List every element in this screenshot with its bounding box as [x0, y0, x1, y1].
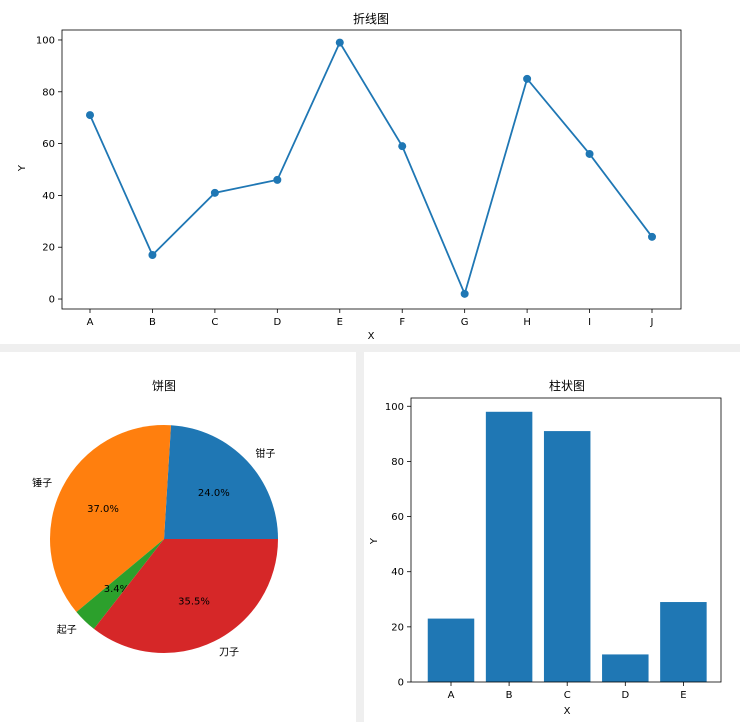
- line-chart-xlabel: X: [368, 331, 375, 342]
- line-chart-frame: [61, 29, 682, 310]
- bar-chart-xtick-label: A: [448, 690, 455, 701]
- bar-chart-panel: 柱状图 X Y 0 20 40 60 80 100 A B C D E: [364, 352, 740, 722]
- bar: [543, 431, 591, 682]
- line-chart-point: [523, 74, 532, 83]
- pie-slice-label: 刀子: [219, 647, 239, 659]
- bar-chart-xlabel: X: [564, 706, 571, 717]
- line-chart-xtick-label: H: [523, 317, 531, 328]
- pie-slice-label: 起子: [57, 624, 77, 636]
- bar-chart-ytick-label: 20: [391, 622, 404, 633]
- pie-slice: [50, 425, 171, 613]
- bar: [660, 602, 707, 682]
- line-chart-xtick-label: G: [461, 317, 469, 328]
- line-chart-point: [460, 289, 469, 298]
- bar: [427, 618, 475, 682]
- line-chart-xtick-label: A: [87, 317, 94, 328]
- line-chart-xtick-label: B: [149, 317, 156, 328]
- line-chart-ytick-label: 20: [42, 243, 55, 254]
- pie-chart: 饼图 24.0% 钳子 37.0% 锤子 3.4% 起子 35.5% 刀子: [32, 379, 279, 659]
- pie-slice-label: 锤子: [32, 476, 52, 489]
- bar-chart-xtick-label: E: [680, 690, 686, 701]
- pie-slice: [76, 539, 164, 629]
- line-chart-title: 折线图: [353, 11, 389, 26]
- line-chart-ytick-label: 80: [42, 87, 55, 98]
- line-chart-ylabel: Y: [17, 164, 28, 172]
- bar-chart-title: 柱状图: [549, 378, 585, 393]
- line-chart-point: [148, 250, 157, 259]
- line-chart-xtick-label: J: [650, 317, 654, 328]
- bar-chart-xtick-label: B: [506, 690, 513, 701]
- line-chart-point: [398, 142, 407, 151]
- line-chart-point: [210, 188, 219, 197]
- bar-chart-ytick-label: 60: [391, 512, 404, 523]
- line-chart-point: [273, 175, 282, 184]
- bar-chart-frame: [410, 397, 722, 683]
- bar-chart-xtick-label: C: [564, 690, 571, 701]
- bar-chart-xtick-label: D: [621, 690, 629, 701]
- line-chart-xtick-label: E: [337, 317, 343, 328]
- pie-slice-percent-label: 37.0%: [87, 504, 119, 515]
- pie-chart-panel: 饼图 24.0% 钳子 37.0% 锤子 3.4% 起子 35.5% 刀子: [0, 352, 356, 722]
- line-chart-xtick-label: I: [588, 317, 591, 328]
- line-chart-point: [335, 38, 344, 47]
- bar-chart: 柱状图 X Y 0 20 40 60 80 100 A B C D E: [369, 378, 722, 717]
- pie-slice: [93, 539, 279, 653]
- bar-chart-ytick-label: 100: [385, 402, 404, 413]
- pie-slice-percent-label: 24.0%: [198, 488, 230, 499]
- pie-slice: [164, 425, 278, 539]
- bar-chart-ytick-label: 40: [391, 567, 404, 578]
- pie-slice-percent-label: 3.4%: [104, 584, 129, 595]
- line-chart-point: [648, 232, 656, 241]
- line-chart-point: [86, 111, 94, 120]
- line-chart-ytick-label: 0: [49, 295, 55, 306]
- line-chart-series-line: [89, 40, 653, 297]
- line-chart-xtick-label: F: [399, 317, 405, 328]
- line-chart-xtick-label: D: [273, 317, 281, 328]
- line-chart-point: [585, 149, 594, 158]
- pie-slice-percent-label: 35.5%: [178, 596, 210, 607]
- bar-chart-ylabel: Y: [369, 537, 380, 545]
- line-chart-ytick-label: 40: [42, 191, 55, 202]
- bar: [485, 411, 533, 682]
- pie-chart-title: 饼图: [152, 379, 176, 393]
- line-chart-ytick-label: 100: [36, 35, 55, 46]
- bar: [602, 654, 649, 682]
- line-chart-panel: 折线图 X Y 0 20 40 60 80 100 A B C D E F G H I J: [0, 0, 740, 344]
- bar-chart-ytick-label: 80: [391, 457, 404, 468]
- line-chart-ytick-label: 60: [42, 139, 55, 150]
- bar-chart-ytick-label: 0: [398, 678, 404, 689]
- line-chart: 折线图 X Y 0 20 40 60 80 100 A B C D E F G H I J: [17, 11, 682, 342]
- pie-slice-label: 钳子: [255, 447, 275, 460]
- line-chart-xtick-label: C: [211, 317, 218, 328]
